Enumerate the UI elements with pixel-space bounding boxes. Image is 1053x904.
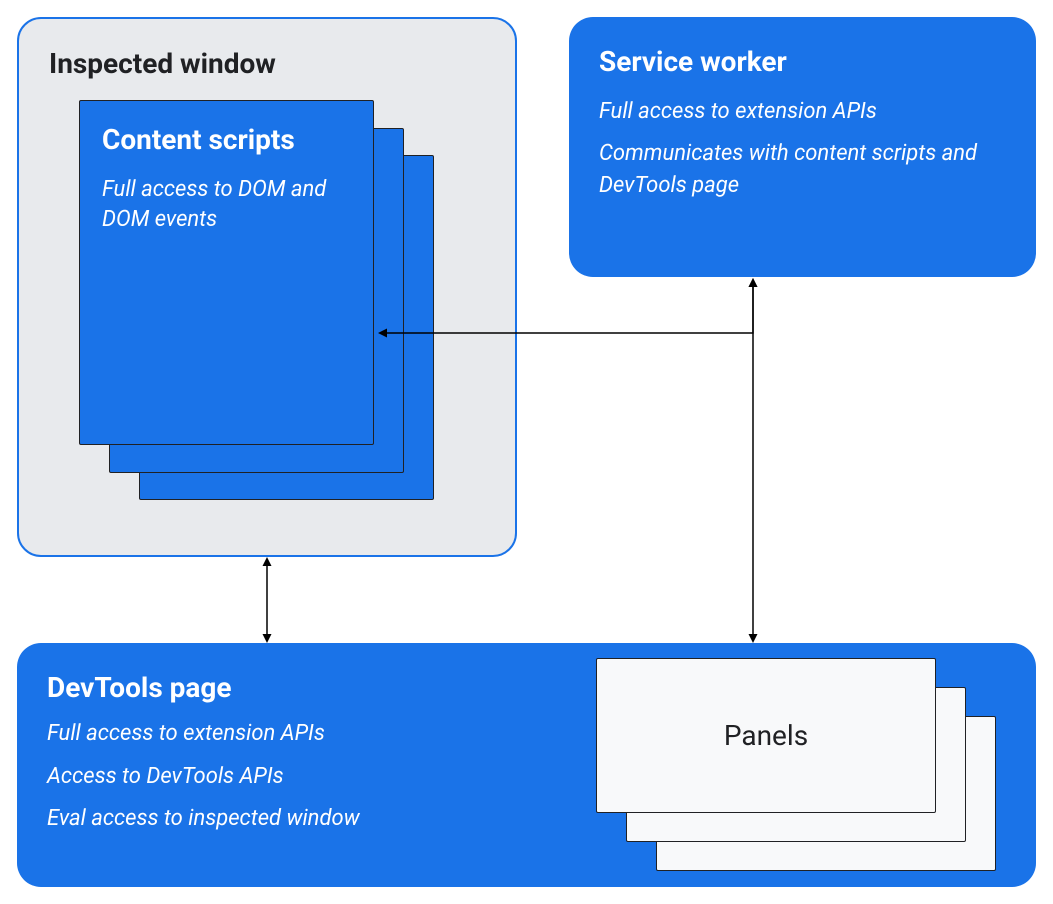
content-scripts-title: Content scripts xyxy=(102,123,351,157)
devtools-page-node: DevTools page Full access to extension A… xyxy=(17,643,1036,887)
content-scripts-stack: Content scripts Full access to DOM and D… xyxy=(79,100,459,520)
architecture-diagram: Inspected window Content scripts Full ac… xyxy=(0,0,1053,904)
panels-stack: Panels xyxy=(596,658,1016,888)
panels-card-front: Panels xyxy=(596,658,936,813)
inspected-window-title: Inspected window xyxy=(49,47,485,80)
service-worker-desc-2: Communicates with content scripts and De… xyxy=(599,138,1006,202)
content-scripts-desc: Full access to DOM and DOM events xyxy=(102,175,351,237)
panels-label: Panels xyxy=(724,719,808,752)
service-worker-node: Service worker Full access to extension … xyxy=(569,17,1036,277)
inspected-window-node: Inspected window Content scripts Full ac… xyxy=(17,17,517,557)
service-worker-desc-1: Full access to extension APIs xyxy=(599,96,1006,128)
content-scripts-card-front: Content scripts Full access to DOM and D… xyxy=(79,100,374,445)
service-worker-title: Service worker xyxy=(599,45,1006,78)
